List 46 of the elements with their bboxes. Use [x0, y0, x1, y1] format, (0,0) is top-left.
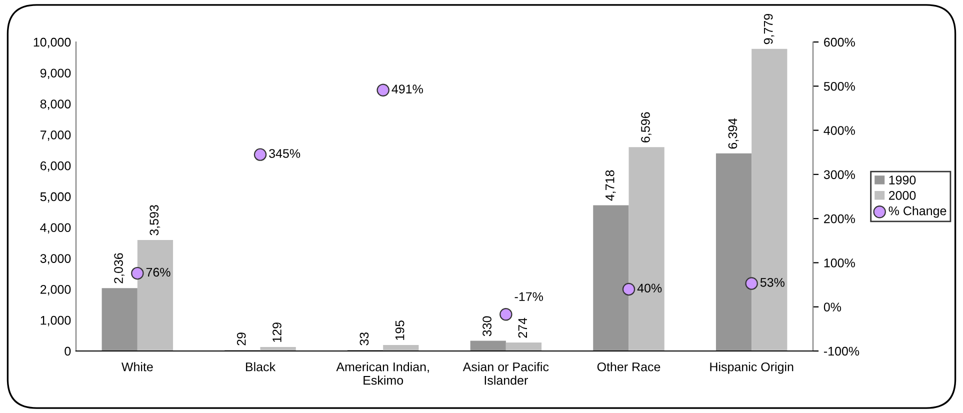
data-label: 29 — [236, 332, 246, 346]
y2-tick-label: 400% — [824, 126, 855, 135]
y2-tick-label: 300% — [824, 170, 855, 180]
y2-tick-label: 600% — [824, 38, 855, 47]
y-tick-label: 9,000 — [40, 68, 71, 80]
y-tick-label: 3,000 — [40, 254, 71, 264]
y-tick-label: 0 — [64, 346, 71, 356]
y2-tick-label: 200% — [824, 214, 855, 224]
data-label: 40% — [637, 284, 662, 293]
x-tick-label: Asian or Pacific Islander — [462, 362, 549, 385]
y-tick-label: 2,000 — [40, 285, 71, 296]
y2-tick-label: 500% — [824, 82, 855, 91]
y2-tick-label: -100% — [824, 346, 860, 356]
data-label: 3,593 — [150, 205, 160, 236]
x-tick-label: American Indian, Eskimo — [336, 362, 429, 385]
y-tick-label: 4,000 — [40, 223, 71, 234]
data-label: 9,779 — [764, 14, 774, 44]
y-tick-label: 7,000 — [40, 130, 71, 141]
data-label: 195 — [395, 320, 404, 340]
data-label: 129 — [272, 322, 282, 342]
x-tick-label: Other Race — [597, 362, 660, 372]
legend-label: 2000 — [888, 191, 916, 200]
y2-tick-label: 0% — [824, 302, 842, 312]
legend-label: % Change — [888, 206, 946, 218]
data-label: 274 — [518, 318, 527, 338]
y-tick-label: 10,000 — [34, 38, 71, 48]
data-label: 491% — [392, 84, 423, 94]
x-tick-label: White — [121, 362, 153, 372]
data-label: 33 — [360, 332, 369, 346]
data-label: 4,718 — [605, 170, 616, 201]
data-label: -17% — [514, 292, 543, 301]
data-label: 53% — [760, 278, 784, 287]
x-tick-label: Hispanic Origin — [710, 362, 794, 374]
x-tick-label: Black — [246, 362, 276, 372]
y-tick-label: 6,000 — [40, 161, 71, 172]
y-tick-label: 8,000 — [40, 100, 71, 110]
data-label: 345% — [269, 149, 300, 158]
legend-label: 1990 — [889, 176, 916, 184]
data-label: 2,036 — [114, 253, 124, 284]
data-label: 6,394 — [728, 118, 739, 149]
y-tick-label: 5,000 — [40, 192, 71, 203]
y2-tick-label: 100% — [824, 258, 855, 268]
data-label: 76% — [146, 268, 170, 277]
y-tick-label: 1,000 — [40, 316, 71, 326]
data-label: 330 — [482, 316, 492, 336]
data-label: 6,596 — [641, 112, 652, 142]
